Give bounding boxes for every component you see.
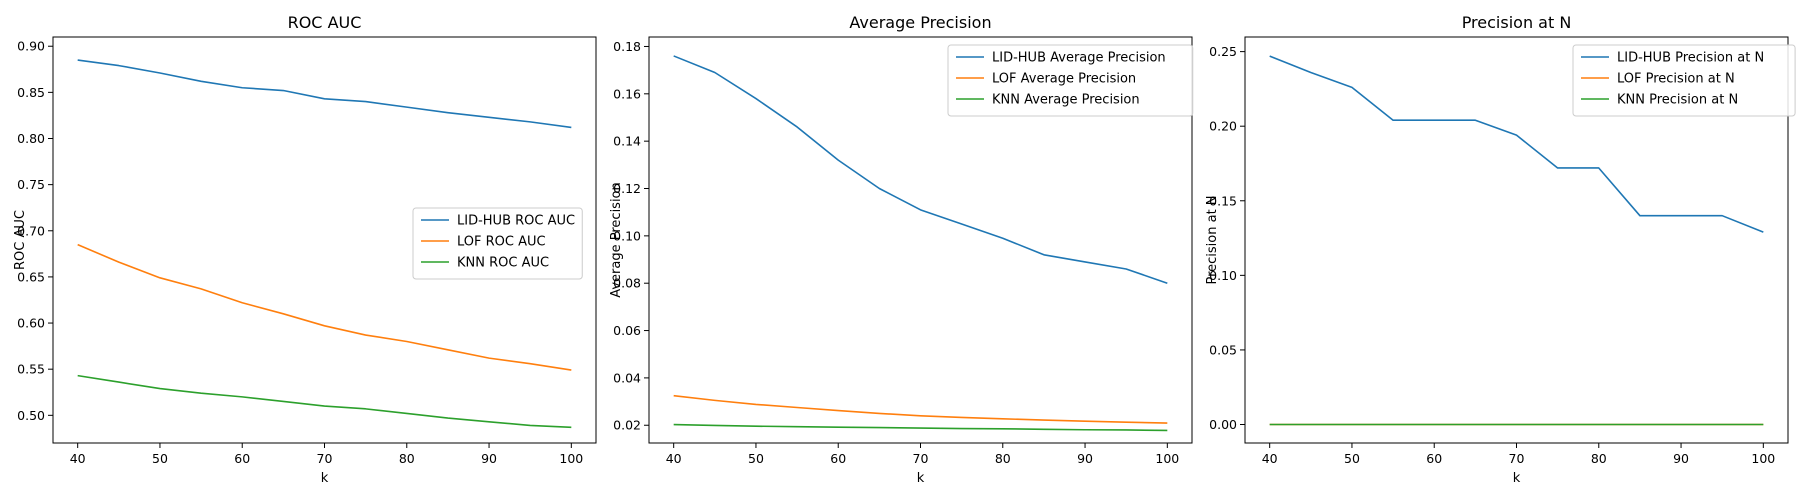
average-precision-xtick-label: 80 bbox=[995, 451, 1011, 466]
average-precision-ytick-label: 0.08 bbox=[613, 276, 641, 291]
average-precision-xtick-label: 40 bbox=[666, 451, 682, 466]
roc-auc-legend-label-knn-roc-auc: KNN ROC AUC bbox=[457, 256, 549, 271]
precision-at-n-ytick-label: 0.05 bbox=[1209, 342, 1237, 357]
roc-auc-ytick-label: 0.65 bbox=[17, 269, 45, 284]
precision-at-n-ytick-label: 0.10 bbox=[1209, 268, 1237, 283]
average-precision-xtick-label: 50 bbox=[748, 451, 764, 466]
roc-auc-xtick-label: 70 bbox=[317, 451, 333, 466]
average-precision-series-lid-hub-average-precision bbox=[673, 55, 1168, 284]
precision-at-n-legend: LID-HUB Precision at N LOF Precision at N… bbox=[1572, 44, 1796, 117]
average-precision-ytick-label: 0.02 bbox=[613, 418, 641, 433]
average-precision-series-knn-average-precision bbox=[673, 423, 1168, 432]
average-precision-ylabel: Average Precision bbox=[609, 182, 624, 298]
roc-auc-plot-area: 40 50 60 70 80 90 100 0.50 0.55 0.60 0.65 0.70 0.75 0… bbox=[17, 36, 597, 466]
average-precision-ytick-label: 0.12 bbox=[613, 181, 641, 196]
roc-auc-ytick-label: 0.60 bbox=[17, 316, 45, 331]
roc-auc-xlabel: k bbox=[321, 471, 329, 486]
precision-at-n-xtick-label: 100 bbox=[1751, 451, 1775, 466]
roc-auc-ytick-label: 0.70 bbox=[17, 223, 45, 238]
roc-auc-ytick-label: 0.55 bbox=[17, 362, 45, 377]
precision-at-n-ytick-label: 0.00 bbox=[1209, 417, 1237, 432]
precision-at-n-legend-label-lid-hub-precision-at-n: LID-HUB Precision at N bbox=[1617, 51, 1764, 66]
average-precision-panel: Average Precision k Average Precision 40… bbox=[609, 13, 1194, 486]
precision-at-n-xtick-label: 90 bbox=[1673, 451, 1689, 466]
roc-auc-ytick-label: 0.85 bbox=[17, 85, 45, 100]
average-precision-legend: LID-HUB Average Precision LOF Average Pre… bbox=[947, 44, 1194, 117]
average-precision-ytick-label: 0.16 bbox=[613, 86, 641, 101]
roc-auc-xtick-label: 80 bbox=[399, 451, 415, 466]
roc-auc-series-knn-roc-auc bbox=[77, 374, 572, 429]
roc-auc-xtick-label: 100 bbox=[559, 451, 583, 466]
precision-at-n-panel: Precision at N k Precision at N 40 50 60 70… bbox=[1205, 13, 1796, 486]
average-precision-xtick-label: 90 bbox=[1077, 451, 1093, 466]
precision-at-n-xtick-label: 50 bbox=[1344, 451, 1360, 466]
average-precision-legend-label-knn-average-precision: KNN Average Precision bbox=[992, 93, 1140, 108]
average-precision-series-lof-average-precision bbox=[673, 394, 1168, 424]
roc-auc-title: ROC AUC bbox=[288, 13, 362, 32]
roc-auc-series-lof-roc-auc bbox=[77, 243, 572, 371]
roc-auc-ylabel: ROC AUC bbox=[13, 210, 28, 270]
precision-at-n-plot-area: 40 50 60 70 80 90 100 0.00 0.05 0.10 0.15 0.20 0.25 L… bbox=[1209, 36, 1796, 466]
average-precision-title: Average Precision bbox=[849, 13, 991, 32]
average-precision-ytick-label: 0.10 bbox=[613, 228, 641, 243]
roc-auc-ytick-label: 0.90 bbox=[17, 39, 45, 54]
precision-at-n-xtick-label: 80 bbox=[1591, 451, 1607, 466]
roc-auc-legend: LID-HUB ROC AUC LOF ROC AUC KNN ROC AUC bbox=[412, 207, 583, 280]
precision-at-n-legend-label-lof-precision-at-n: LOF Precision at N bbox=[1617, 72, 1735, 87]
roc-auc-legend-label-lof-roc-auc: LOF ROC AUC bbox=[457, 235, 546, 250]
average-precision-ytick-label: 0.06 bbox=[613, 323, 641, 338]
average-precision-xlabel: k bbox=[917, 471, 925, 486]
precision-at-n-ylabel: Precision at N bbox=[1205, 195, 1220, 284]
roc-auc-xtick-label: 50 bbox=[152, 451, 168, 466]
precision-at-n-ytick-label: 0.20 bbox=[1209, 119, 1237, 134]
precision-at-n-xlabel: k bbox=[1513, 471, 1521, 486]
roc-auc-ytick-label: 0.75 bbox=[17, 177, 45, 192]
precision-at-n-legend-label-knn-precision-at-n: KNN Precision at N bbox=[1617, 93, 1738, 108]
average-precision-plot-area: 40 50 60 70 80 90 100 0.02 0.04 0.06 0.08 0.10 0.12 0… bbox=[613, 36, 1194, 466]
average-precision-ytick-label: 0.14 bbox=[613, 134, 641, 149]
roc-auc-ytick-label: 0.50 bbox=[17, 408, 45, 423]
roc-auc-xtick-label: 90 bbox=[481, 451, 497, 466]
roc-auc-xtick-label: 60 bbox=[234, 451, 250, 466]
roc-auc-legend-label-lid-hub-roc-auc: LID-HUB ROC AUC bbox=[457, 214, 575, 229]
average-precision-ytick-label: 0.18 bbox=[613, 39, 641, 54]
average-precision-legend-label-lof-average-precision: LOF Average Precision bbox=[992, 72, 1136, 87]
roc-auc-xtick-label: 40 bbox=[70, 451, 86, 466]
roc-auc-ytick-label: 0.80 bbox=[17, 131, 45, 146]
precision-at-n-xtick-label: 70 bbox=[1509, 451, 1525, 466]
precision-at-n-series-lid-hub-precision-at-n bbox=[1269, 55, 1764, 233]
precision-at-n-title: Precision at N bbox=[1462, 13, 1572, 32]
precision-at-n-ytick-label: 0.15 bbox=[1209, 193, 1237, 208]
average-precision-ytick-label: 0.04 bbox=[613, 370, 641, 385]
precision-at-n-xtick-label: 60 bbox=[1426, 451, 1442, 466]
average-precision-xtick-label: 100 bbox=[1155, 451, 1179, 466]
precision-at-n-xtick-label: 40 bbox=[1262, 451, 1278, 466]
average-precision-xtick-label: 60 bbox=[830, 451, 846, 466]
roc-auc-series-lid-hub-roc-auc bbox=[77, 59, 572, 129]
average-precision-legend-label-lid-hub-average-precision: LID-HUB Average Precision bbox=[992, 51, 1166, 66]
roc-auc-panel: ROC AUC k ROC AUC 40 50 60 70 80 90 100 0.50 0.5… bbox=[13, 13, 597, 486]
precision-at-n-ytick-label: 0.25 bbox=[1209, 44, 1237, 59]
average-precision-xtick-label: 70 bbox=[913, 451, 929, 466]
